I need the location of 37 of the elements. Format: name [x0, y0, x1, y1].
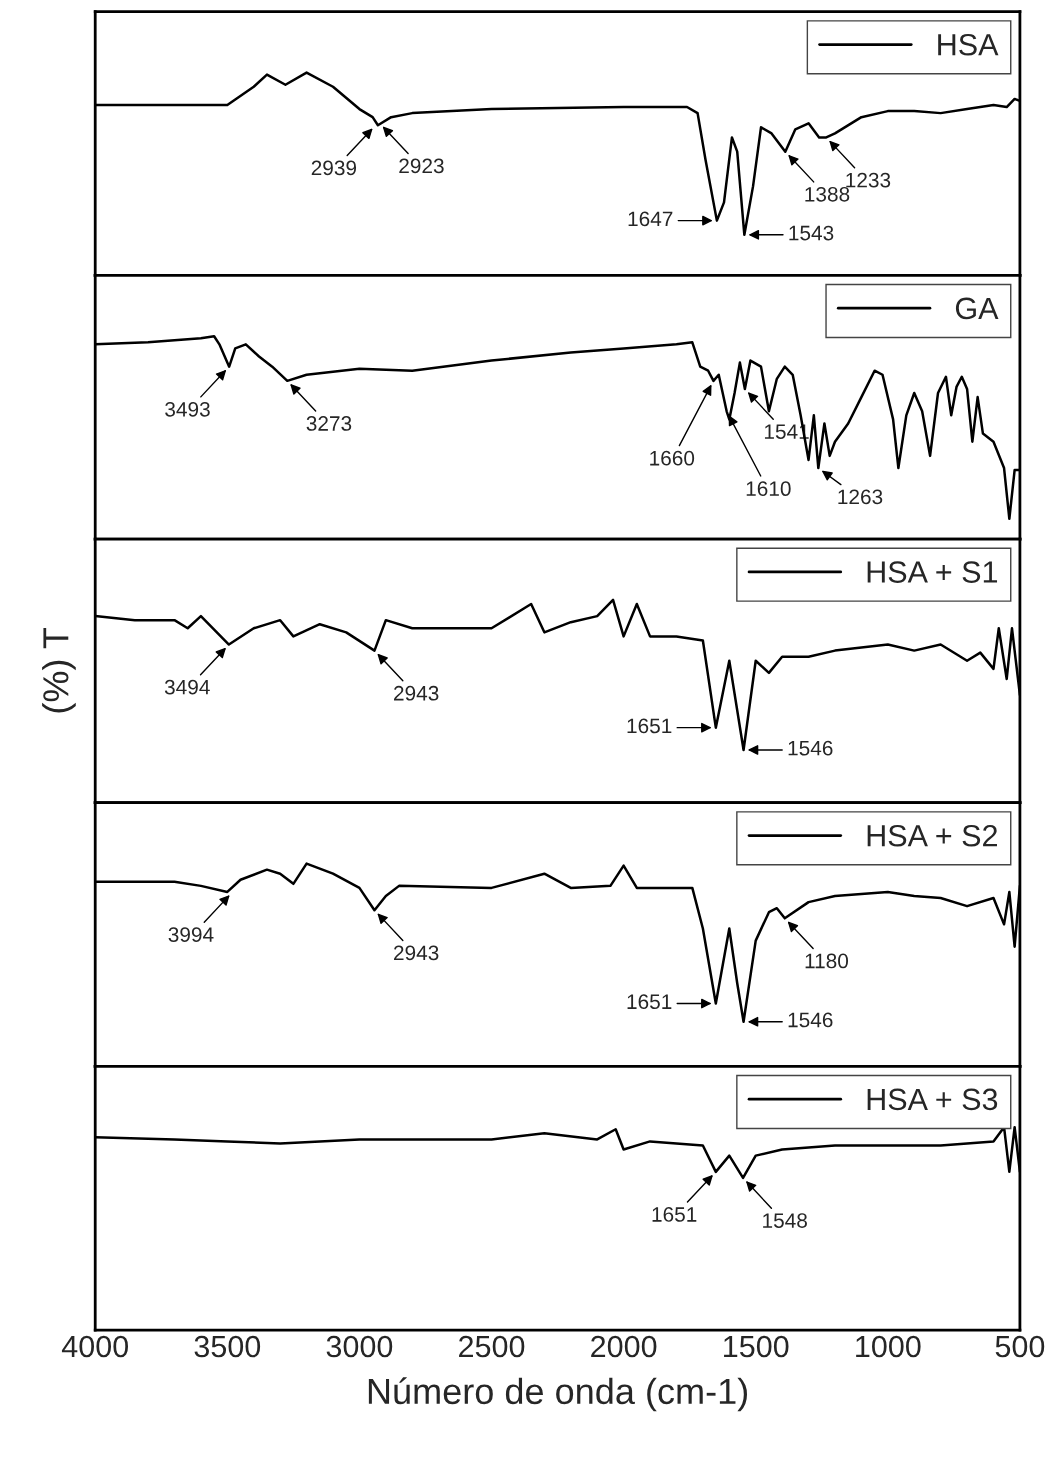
- x-tick-label: 1500: [724, 1335, 789, 1358]
- annotation: 1660: [650, 450, 695, 466]
- legend-label: HSA + S1: [867, 561, 998, 583]
- legend-label: HSA: [938, 33, 999, 56]
- annotation: 1388: [805, 186, 850, 202]
- annotation: 1610: [746, 481, 791, 497]
- annotation: 1233: [846, 172, 891, 188]
- annotation: 1651: [627, 718, 672, 734]
- annotation: 2943: [394, 945, 439, 961]
- x-tick-label: 500: [995, 1335, 1045, 1358]
- annotation: 1647: [628, 211, 673, 227]
- annotation: 2923: [399, 158, 444, 174]
- annotation: 1263: [838, 489, 883, 505]
- annotation: 1651: [652, 1207, 697, 1222]
- annotation: 2939: [311, 160, 357, 176]
- x-tick-label: 4000: [61, 1335, 129, 1358]
- annotation: 1546: [788, 740, 833, 756]
- annotation: 3494: [164, 679, 210, 695]
- x-tick-label: 1000: [856, 1335, 921, 1358]
- annotation: 3273: [306, 416, 352, 431]
- x-axis-title: Número de onda (cm-1): [368, 1377, 747, 1412]
- annotation: 2943: [394, 685, 439, 701]
- x-tick-label: 3000: [326, 1335, 393, 1358]
- annotation: 1180: [805, 953, 849, 969]
- annotation: 1548: [763, 1213, 807, 1228]
- annotation: 1651: [627, 994, 672, 1010]
- annotation: 1543: [789, 225, 834, 241]
- legend-label: HSA + S3: [867, 1088, 998, 1111]
- x-tick-label: 2000: [591, 1335, 657, 1358]
- legend-label: HSA + S2: [867, 824, 997, 847]
- y-axis-title: (%) T: [42, 627, 76, 713]
- annotation: 3493: [165, 401, 210, 417]
- annotation: 3994: [168, 927, 214, 942]
- annotation: 1546: [788, 1012, 833, 1028]
- legend-label: GA: [955, 297, 999, 320]
- x-tick-label: 2500: [459, 1335, 525, 1358]
- x-tick-label: 3500: [194, 1335, 261, 1358]
